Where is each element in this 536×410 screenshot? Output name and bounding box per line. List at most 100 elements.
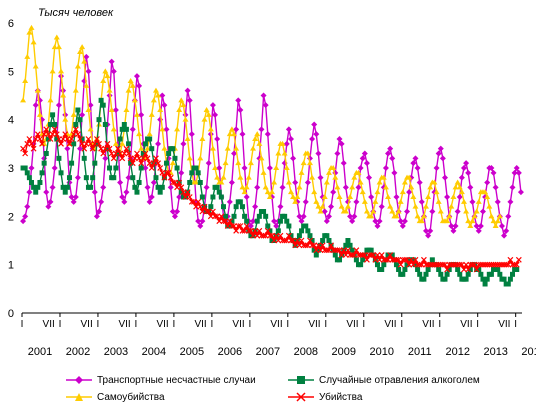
data-point: [347, 213, 354, 220]
data-point: [36, 111, 43, 117]
data-point: [503, 227, 510, 234]
data-point: [360, 257, 366, 263]
data-point: [242, 213, 248, 219]
data-point: [406, 174, 413, 180]
data-point: [79, 140, 86, 147]
data-point: [108, 150, 115, 157]
data-point: [456, 261, 463, 268]
data-point: [129, 160, 136, 167]
data-point: [287, 189, 294, 195]
data-point: [315, 150, 322, 157]
data-point: [488, 165, 495, 171]
data-point: [239, 184, 246, 190]
data-point: [108, 107, 115, 112]
data-point: [273, 223, 280, 229]
data-point: [239, 227, 246, 234]
data-point: [62, 116, 69, 122]
data-point: [431, 261, 438, 268]
data-point: [277, 218, 283, 224]
data-point: [28, 24, 35, 30]
data-point: [292, 242, 299, 249]
data-point: [505, 261, 512, 268]
data-point: [205, 208, 212, 215]
data-point: [35, 184, 41, 190]
data-point: [486, 261, 493, 268]
data-point: [167, 174, 174, 181]
data-point: [300, 213, 307, 220]
legend-item-suicide: Самоубийства: [66, 389, 165, 405]
data-point: [433, 165, 440, 171]
data-point: [368, 213, 375, 219]
data-point: [239, 204, 245, 210]
data-point: [361, 252, 368, 258]
month-label-i: I: [59, 319, 62, 330]
data-point: [412, 155, 419, 162]
data-point: [389, 256, 396, 263]
data-point: [256, 227, 263, 234]
data-point: [254, 131, 261, 137]
data-point: [228, 179, 235, 186]
data-point: [108, 58, 115, 65]
data-point: [391, 169, 398, 176]
data-point: [62, 189, 68, 195]
data-point: [488, 213, 495, 219]
data-point: [456, 184, 463, 190]
data-point: [146, 198, 153, 205]
data-point: [231, 131, 238, 137]
data-point: [214, 184, 220, 190]
data-point: [267, 228, 273, 234]
data-point: [32, 136, 39, 142]
data-point: [70, 198, 77, 205]
data-point: [395, 256, 402, 263]
data-point: [20, 218, 27, 225]
data-point: [296, 213, 303, 220]
data-point: [54, 136, 60, 142]
series-2: [20, 24, 503, 228]
data-point: [380, 256, 387, 263]
data-point: [263, 213, 269, 219]
data-point: [123, 107, 130, 112]
data-point: [26, 189, 33, 196]
year-label: 2006: [218, 346, 242, 358]
data-point: [307, 233, 313, 239]
data-point: [435, 150, 442, 157]
data-point: [243, 194, 250, 200]
data-point: [425, 261, 432, 268]
data-point: [262, 184, 269, 190]
data-point: [342, 252, 349, 258]
data-point: [283, 140, 290, 147]
data-point: [309, 136, 316, 142]
data-point: [166, 151, 172, 156]
data-point: [258, 155, 265, 161]
data-point: [70, 111, 77, 117]
data-point: [51, 44, 58, 50]
data-point: [313, 247, 320, 254]
data-point: [437, 261, 444, 268]
data-point: [127, 155, 134, 162]
year-label: 2002: [66, 346, 90, 358]
data-point: [102, 122, 108, 127]
data-point: [119, 155, 126, 162]
data-point: [32, 102, 39, 109]
data-point: [214, 213, 221, 220]
data-point: [433, 261, 440, 268]
data-point: [510, 271, 516, 277]
data-point: [319, 203, 326, 209]
data-point: [131, 97, 138, 103]
data-point: [351, 174, 358, 180]
data-point: [222, 160, 229, 166]
y-tick-label: 3: [8, 163, 14, 175]
data-point: [321, 194, 328, 199]
data-point: [368, 194, 375, 200]
data-point: [22, 213, 29, 220]
data-point: [368, 252, 375, 258]
data-point: [296, 233, 302, 239]
data-point: [435, 198, 442, 204]
data-point: [389, 155, 396, 162]
data-point: [458, 174, 465, 181]
data-point: [119, 140, 126, 146]
data-point: [115, 145, 121, 152]
data-point: [417, 271, 423, 277]
data-point: [494, 261, 501, 268]
data-point: [98, 145, 105, 152]
